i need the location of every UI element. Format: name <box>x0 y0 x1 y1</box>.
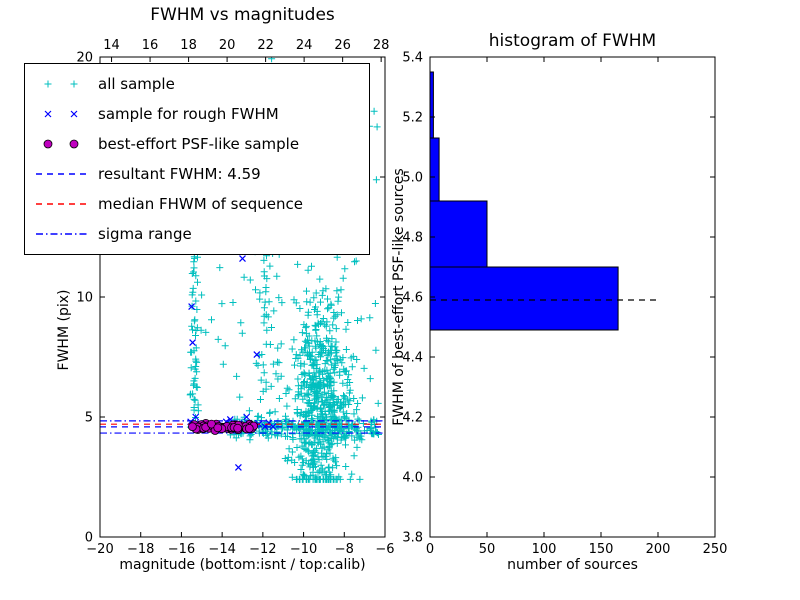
svg-text:100: 100 <box>532 542 557 557</box>
svg-text:−18: −18 <box>127 542 154 557</box>
svg-text:200: 200 <box>646 542 671 557</box>
svg-text:150: 150 <box>589 542 614 557</box>
svg-text:5.0: 5.0 <box>402 171 423 186</box>
svg-text:20: 20 <box>219 38 236 53</box>
legend-label: sigma range <box>98 225 192 243</box>
svg-text:4.6: 4.6 <box>402 291 423 306</box>
svg-text:−20: −20 <box>86 542 113 557</box>
legend-marker-psf-sample <box>25 135 98 153</box>
svg-text:5.2: 5.2 <box>402 111 423 126</box>
svg-text:0: 0 <box>426 542 434 557</box>
right-plot-xlabel: number of sources <box>507 557 638 573</box>
svg-text:4.2: 4.2 <box>402 411 423 426</box>
legend-marker-sigma-range <box>25 225 98 243</box>
legend-row: sigma range <box>25 219 369 249</box>
legend-marker-all-sample <box>25 75 98 93</box>
svg-text:3.8: 3.8 <box>402 531 423 546</box>
svg-text:50: 50 <box>479 542 496 557</box>
legend-label: best-effort PSF-like sample <box>98 135 300 153</box>
legend: all sample sample for rough FWHM best-ef… <box>24 63 370 255</box>
legend-label: median FHWM of sequence <box>98 195 303 213</box>
svg-text:14: 14 <box>103 38 120 53</box>
svg-text:−16: −16 <box>168 542 195 557</box>
svg-text:28: 28 <box>373 38 390 53</box>
legend-marker-rough-fwhm <box>25 105 98 123</box>
legend-row: best-effort PSF-like sample <box>25 129 369 159</box>
svg-text:5: 5 <box>85 411 93 426</box>
svg-text:−10: −10 <box>290 542 317 557</box>
legend-row: all sample <box>25 69 369 99</box>
svg-text:26: 26 <box>334 38 351 53</box>
svg-text:250: 250 <box>703 542 728 557</box>
svg-text:−6: −6 <box>375 542 394 557</box>
legend-row: resultant FWHM: 4.59 <box>25 159 369 189</box>
svg-text:24: 24 <box>296 38 313 53</box>
svg-text:10: 10 <box>76 291 93 306</box>
right-plot-title: histogram of FWHM <box>488 31 657 51</box>
legend-label: resultant FWHM: 4.59 <box>98 165 261 183</box>
svg-text:4.8: 4.8 <box>402 231 423 246</box>
svg-text:4.0: 4.0 <box>402 471 423 486</box>
svg-text:18: 18 <box>180 38 197 53</box>
legend-row: sample for rough FWHM <box>25 99 369 129</box>
svg-text:0: 0 <box>85 531 93 546</box>
svg-text:−12: −12 <box>249 542 276 557</box>
svg-text:−14: −14 <box>208 542 235 557</box>
left-plot-title: FWHM vs magnitudes <box>150 5 335 25</box>
svg-text:16: 16 <box>142 38 159 53</box>
right-plot-ylabel: FWHM of best-effort PSF-like sources <box>391 168 407 426</box>
legend-label: sample for rough FWHM <box>98 105 279 123</box>
svg-text:20: 20 <box>76 51 93 66</box>
svg-text:5.4: 5.4 <box>402 51 423 66</box>
svg-text:4.4: 4.4 <box>402 351 423 366</box>
legend-marker-median-fwhm <box>25 195 98 213</box>
legend-label: all sample <box>98 75 175 93</box>
left-plot-ylabel: FWHM (pix) <box>56 289 72 371</box>
legend-row: median FHWM of sequence <box>25 189 369 219</box>
svg-text:22: 22 <box>257 38 274 53</box>
svg-text:−8: −8 <box>335 542 354 557</box>
left-plot-xlabel: magnitude (bottom:isnt / top:calib) <box>119 557 366 573</box>
legend-marker-resultant-fwhm <box>25 165 98 183</box>
